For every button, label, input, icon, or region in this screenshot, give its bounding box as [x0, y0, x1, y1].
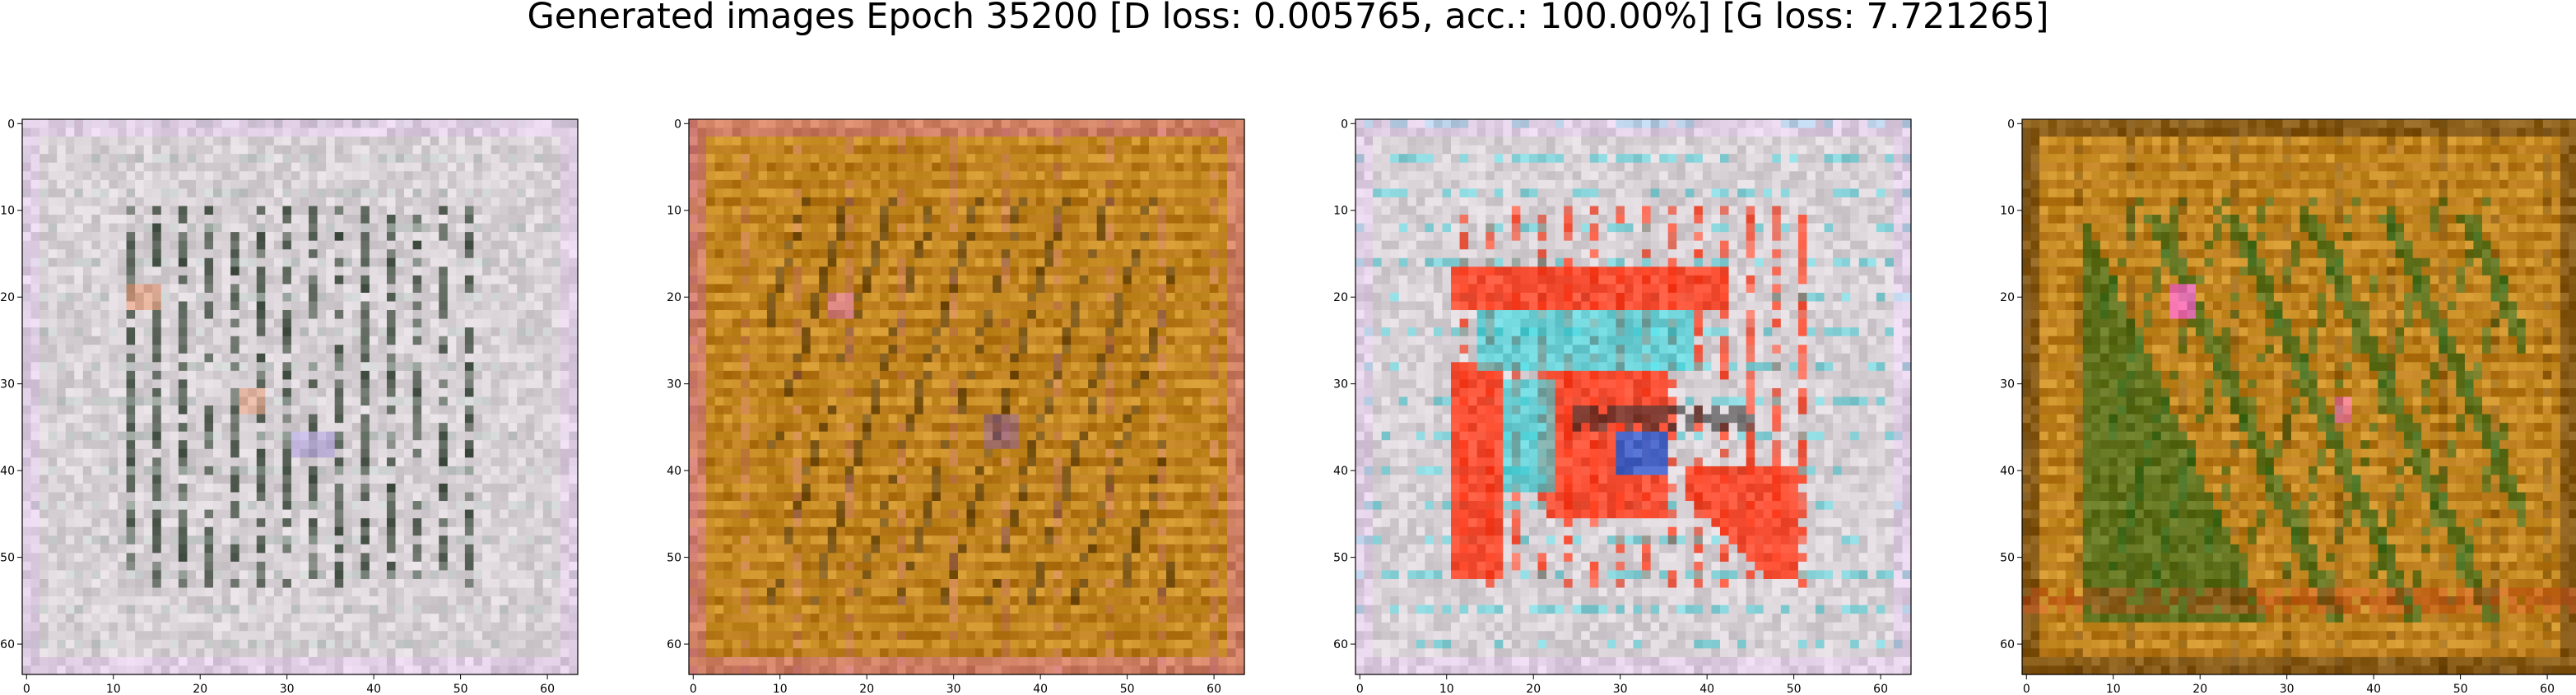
x-tick-label: 50: [1787, 683, 1802, 695]
y-tick-label: 0: [674, 118, 681, 131]
image-panel-2: 0 10 20 30 40 50 60 0 10 20 30 40 50 60: [667, 118, 1245, 695]
y-tick-label: 30: [667, 378, 681, 392]
x-tick-label: 20: [2192, 683, 2207, 695]
x-tick-label: 0: [2023, 683, 2030, 695]
y-tick-label: 20: [0, 291, 15, 304]
y-tick-label: 50: [0, 552, 15, 565]
x-tick-label: 30: [946, 683, 961, 695]
x-tick-label: 20: [1526, 683, 1541, 695]
x-tick-label: 40: [1700, 683, 1714, 695]
image-panel-1: 0 10 20 30 40 50 60 0 10 20 30 40 50 60: [0, 118, 579, 695]
y-tick-label: 60: [667, 638, 681, 651]
x-tick-label: 50: [1120, 683, 1135, 695]
x-tick-label: 10: [1439, 683, 1454, 695]
y-tick-label: 50: [667, 552, 681, 565]
x-tick-label: 10: [106, 683, 121, 695]
y-tick-label: 20: [2000, 291, 2015, 304]
x-tick-label: 60: [2540, 683, 2555, 695]
y-tick-label: 0: [1341, 118, 1348, 131]
y-tick-label: 60: [0, 638, 15, 651]
x-tick-label: 40: [2366, 683, 2381, 695]
x-tick-label: 40: [366, 683, 381, 695]
y-tick-label: 30: [2000, 378, 2015, 392]
y-tick-label: 20: [667, 291, 681, 304]
x-tick-label: 30: [2280, 683, 2295, 695]
x-tick-label: 30: [1613, 683, 1628, 695]
x-tick-label: 0: [23, 683, 30, 695]
image-pixels: [689, 119, 1245, 675]
y-tick-label: 50: [1333, 552, 1348, 565]
axes-frame: [2021, 118, 2576, 675]
y-tick-label: 60: [2000, 638, 2015, 651]
image-pixels: [2022, 119, 2576, 675]
x-tick-label: 10: [773, 683, 788, 695]
axes-frame: [1355, 118, 1912, 675]
axes-frame: [688, 118, 1245, 675]
y-tick-label: 40: [667, 465, 681, 478]
figure-title: Generated images Epoch 35200 [D loss: 0.…: [527, 0, 2049, 37]
x-tick-label: 50: [453, 683, 468, 695]
x-tick-label: 60: [540, 683, 555, 695]
x-tick-label: 60: [1873, 683, 1888, 695]
y-tick-label: 0: [2007, 118, 2015, 131]
image-panel-4: 0 10 20 30 40 50 60 0 10 20 30 40 50 60: [2000, 118, 2576, 695]
x-tick-label: 10: [2106, 683, 2121, 695]
image-pixels: [1355, 119, 1912, 675]
x-tick-label: 60: [1207, 683, 1221, 695]
y-tick-label: 60: [1333, 638, 1348, 651]
x-tick-label: 30: [280, 683, 295, 695]
x-tick-label: 20: [193, 683, 207, 695]
x-tick-label: 20: [859, 683, 874, 695]
y-tick-label: 20: [1333, 291, 1348, 304]
x-tick-label: 40: [1033, 683, 1048, 695]
x-tick-label: 50: [2453, 683, 2468, 695]
y-tick-label: 10: [667, 205, 681, 218]
y-tick-label: 10: [1333, 205, 1348, 218]
y-tick-label: 10: [0, 205, 15, 218]
y-tick-label: 50: [2000, 552, 2015, 565]
y-tick-label: 0: [7, 118, 15, 131]
y-tick-label: 10: [2000, 205, 2015, 218]
y-tick-label: 30: [0, 378, 15, 392]
y-tick-label: 40: [0, 465, 15, 478]
y-tick-label: 30: [1333, 378, 1348, 392]
axes-frame: [21, 118, 579, 675]
x-tick-label: 0: [690, 683, 697, 695]
y-tick-label: 40: [2000, 465, 2015, 478]
x-tick-label: 0: [1356, 683, 1364, 695]
image-pixels: [22, 119, 579, 675]
image-panel-3: 0 10 20 30 40 50 60 0 10 20 30 40 50 60: [1333, 118, 1912, 695]
y-tick-label: 40: [1333, 465, 1348, 478]
